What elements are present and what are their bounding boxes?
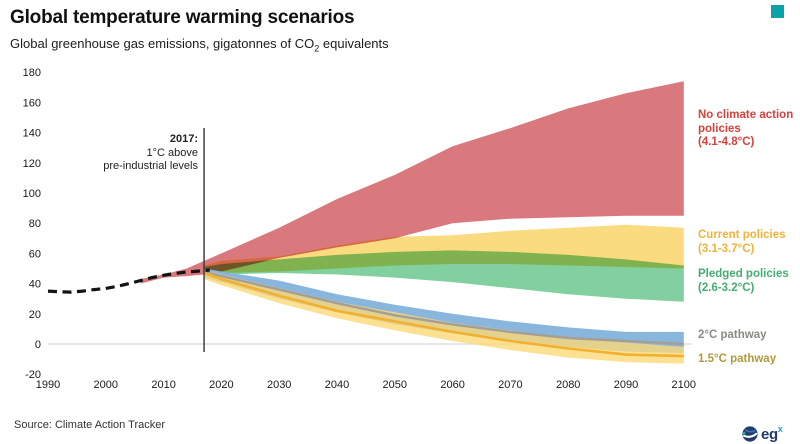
y-tick-label: 100 [23,188,41,200]
y-tick-label: 120 [23,158,41,170]
annotation-2017: 2017: 1°C above pre-industrial levels [56,133,198,174]
median-line-two-deg [203,270,684,346]
y-tick-label: 60 [29,248,41,260]
subtitle-post: equivalents [319,36,389,51]
x-tick-label: 2080 [556,379,580,391]
chart-subtitle: Global greenhouse gas emissions, gigaton… [10,36,389,54]
egx-logo: eg x [741,424,783,444]
annotation-line2: 1°C above [146,146,199,159]
x-tick-label: 2040 [325,379,349,391]
y-tick-label: 20 [29,309,41,321]
x-tick-label: 2010 [151,379,175,391]
x-tick-label: 2070 [498,379,522,391]
annotation-year: 2017: [169,133,198,145]
brand-accent-square [771,5,784,18]
y-tick-label: 160 [23,97,41,109]
globe-icon [742,426,758,442]
annotation-line3: pre-industrial levels [103,160,198,172]
band-no-action [140,81,684,284]
y-tick-label: 180 [23,67,41,79]
y-tick-label: 0 [35,339,41,351]
historical-emissions-line [47,268,210,294]
x-tick-label: 2030 [267,379,291,391]
subtitle-subscript: 2 [314,43,320,54]
x-tick-label: 1990 [36,379,60,391]
band-one-five [204,270,684,364]
y-tick-label: 40 [29,279,41,291]
logo-text: eg [761,425,778,443]
page-title: Global temperature warming scenarios [10,7,355,28]
x-tick-label: 2020 [209,379,233,391]
logo-sup: x [777,424,783,434]
subtitle-pre: Global greenhouse gas emissions, gigaton… [10,36,315,51]
y-tick-label: 80 [29,218,41,230]
median-line-one-five [203,271,684,358]
x-tick-label: 2090 [614,379,638,391]
x-tick-label: 2100 [672,379,696,391]
band-two-deg [204,268,684,354]
y-tick-label: -20 [25,369,41,381]
band-pledged [204,250,684,302]
y-tick-label: 140 [23,128,41,140]
x-tick-label: 2050 [383,379,407,391]
x-tick-label: 2060 [440,379,464,391]
x-tick-label: 2000 [94,379,118,391]
source-credit: Source: Climate Action Tracker [14,419,166,431]
